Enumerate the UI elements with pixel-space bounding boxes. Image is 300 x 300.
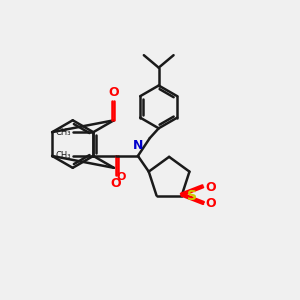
Text: N: N (133, 140, 143, 152)
Text: CH₃: CH₃ (56, 128, 71, 137)
Text: O: O (206, 197, 216, 210)
Text: O: O (206, 181, 216, 194)
Text: O: O (110, 177, 121, 190)
Text: O: O (109, 86, 119, 100)
Text: S: S (187, 188, 197, 203)
Text: O: O (116, 172, 126, 182)
Text: CH₃: CH₃ (56, 152, 71, 160)
